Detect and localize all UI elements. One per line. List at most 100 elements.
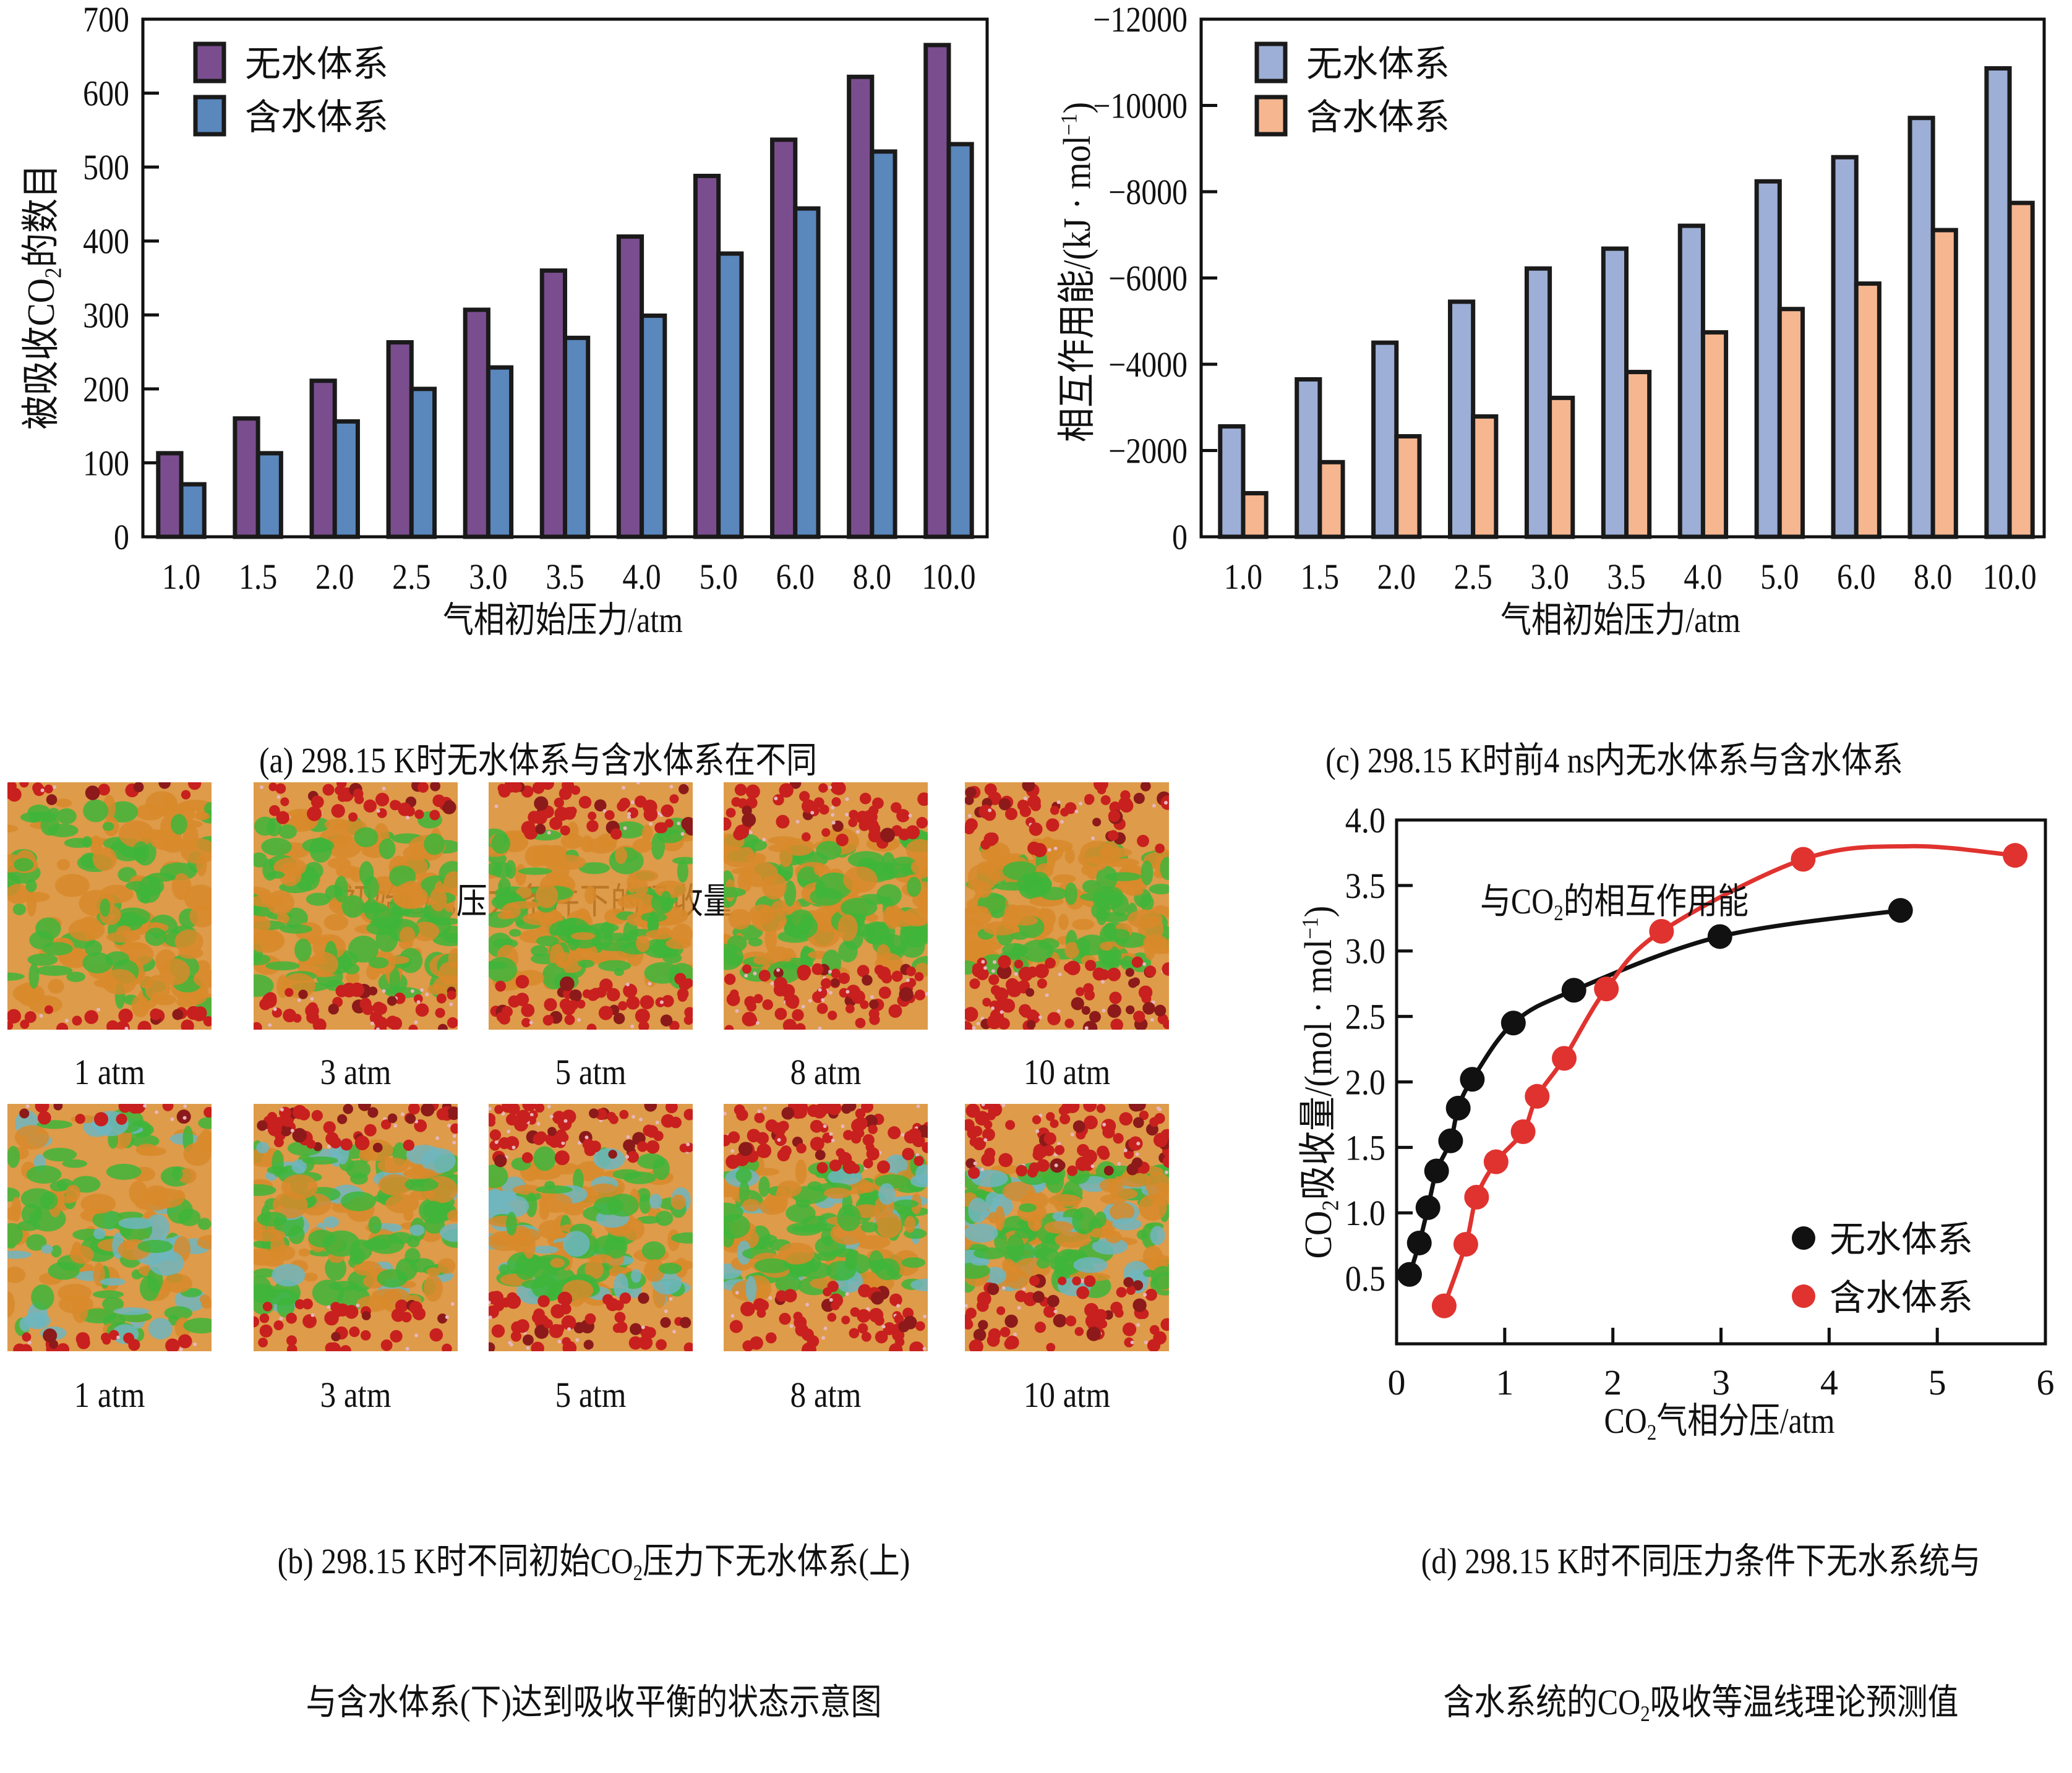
y-tick-label: −10000: [1093, 86, 1188, 126]
y-tick-label: 100: [83, 443, 129, 483]
co2-molecule: [821, 1298, 835, 1312]
co2-molecule: [813, 797, 824, 808]
co2-molecule: [116, 1113, 127, 1125]
molecule-blob: [367, 1234, 405, 1254]
co2-molecule: [973, 1328, 987, 1341]
molecule-blob: [584, 886, 596, 904]
co2-highlight: [664, 1309, 668, 1314]
co2-molecule: [75, 1114, 85, 1124]
co2-molecule: [724, 817, 732, 831]
co2-molecule: [643, 807, 658, 822]
molecule-blob: [660, 891, 672, 912]
co2-molecule: [1034, 963, 1049, 979]
co2-molecule: [998, 955, 1011, 968]
co2-highlight: [748, 831, 753, 835]
co2-molecule: [965, 1119, 975, 1132]
co2-molecule: [754, 1113, 765, 1124]
co2-molecule: [498, 785, 511, 798]
molecule-blob: [560, 833, 584, 849]
co2-molecule: [978, 805, 993, 819]
co2-molecule: [1122, 1322, 1137, 1336]
xlabel-text: CO: [1604, 1401, 1647, 1441]
co2-molecule: [1046, 818, 1060, 832]
co2-molecule: [292, 1104, 307, 1119]
caption-text: 吸收等温线理论预测值: [1650, 1682, 1959, 1722]
molecule-blob: [983, 921, 1019, 936]
molecule-blob: [874, 1258, 901, 1281]
co2-molecule: [866, 1147, 880, 1161]
co2-molecule: [19, 1344, 33, 1351]
xlabel-text: 气相分压/atm: [1656, 1401, 1835, 1441]
molecule-blob: [816, 840, 842, 860]
molecule-blob: [635, 879, 648, 896]
co2-highlight: [677, 821, 681, 826]
ylabel-text: CO: [1298, 1210, 1340, 1259]
co2-molecule: [360, 1330, 371, 1341]
bar: [463, 307, 490, 539]
molecule-blob: [139, 975, 154, 989]
co2-molecule: [793, 1312, 803, 1322]
chart-a-ylabel: 被吸收CO2的数目: [9, 124, 67, 469]
molecule-blob: [291, 1159, 307, 1174]
molecule-blob: [901, 1257, 926, 1268]
molecule-blob: [49, 1181, 69, 1192]
co2-highlight: [405, 1346, 409, 1351]
co2-molecule: [821, 828, 831, 837]
molecule-blob: [118, 942, 147, 951]
co2-molecule: [494, 1104, 503, 1114]
co2-highlight: [923, 1314, 927, 1318]
co2-highlight: [96, 1007, 101, 1012]
ylabel-text: 的数目: [20, 164, 62, 268]
molecule-blob: [994, 882, 1030, 891]
molecule-blob: [276, 1297, 295, 1318]
co2-molecule: [358, 1104, 371, 1111]
co2-molecule: [862, 975, 873, 986]
ylabel-subscript: 2: [40, 267, 67, 278]
co2-highlight: [631, 1114, 636, 1119]
co2-molecule: [268, 782, 278, 792]
co2-molecule: [609, 1114, 619, 1124]
co2-molecule: [792, 1009, 804, 1022]
co2-molecule: [883, 1322, 896, 1335]
co2-molecule: [547, 1127, 557, 1137]
molecule-blob: [1145, 1172, 1169, 1199]
molecule-blob: [368, 1216, 382, 1234]
caption-subscript: 2: [1640, 1701, 1650, 1726]
molecule-blob: [405, 1177, 439, 1192]
snapshot-pressure-label: 3 atm: [320, 1052, 392, 1092]
co2-molecule: [43, 1328, 58, 1343]
co2-molecule: [1107, 967, 1121, 981]
co2-molecule: [831, 1301, 840, 1310]
co2-molecule: [1067, 1165, 1078, 1176]
co2-molecule: [1030, 800, 1042, 811]
co2-highlight: [1074, 810, 1079, 814]
co2-molecule: [898, 1321, 910, 1333]
co2-molecule: [1053, 1314, 1067, 1328]
molecule-blob: [813, 863, 825, 876]
co2-molecule: [381, 1119, 392, 1130]
molecule-blob: [7, 1145, 20, 1168]
molecule-blob: [518, 867, 552, 875]
co2-highlight: [763, 1106, 767, 1111]
co2-highlight: [310, 997, 314, 1001]
co2-highlight: [179, 1348, 183, 1351]
molecule-blob: [131, 995, 150, 1017]
y-tick-label: −12000: [1093, 0, 1188, 40]
molecule-blob: [915, 1164, 928, 1185]
caption-text: (b) 298.15 K时不同初始CO: [277, 1541, 633, 1581]
co2-molecule: [669, 794, 679, 804]
co2-molecule: [618, 1001, 628, 1011]
co2-highlight: [908, 813, 912, 818]
co2-molecule: [845, 1004, 855, 1014]
co2-molecule: [613, 1012, 625, 1025]
co2-molecule: [842, 1160, 857, 1174]
co2-molecule: [501, 1104, 515, 1113]
molecule-blob: [614, 847, 628, 865]
molecule-blob: [41, 1244, 53, 1254]
molecule-blob: [14, 1125, 49, 1150]
molecule-blob: [145, 928, 167, 946]
co2-molecule: [858, 1284, 871, 1297]
co2-molecule: [972, 1137, 987, 1151]
bar: [1831, 155, 1859, 539]
molecule-blob: [171, 1167, 183, 1181]
